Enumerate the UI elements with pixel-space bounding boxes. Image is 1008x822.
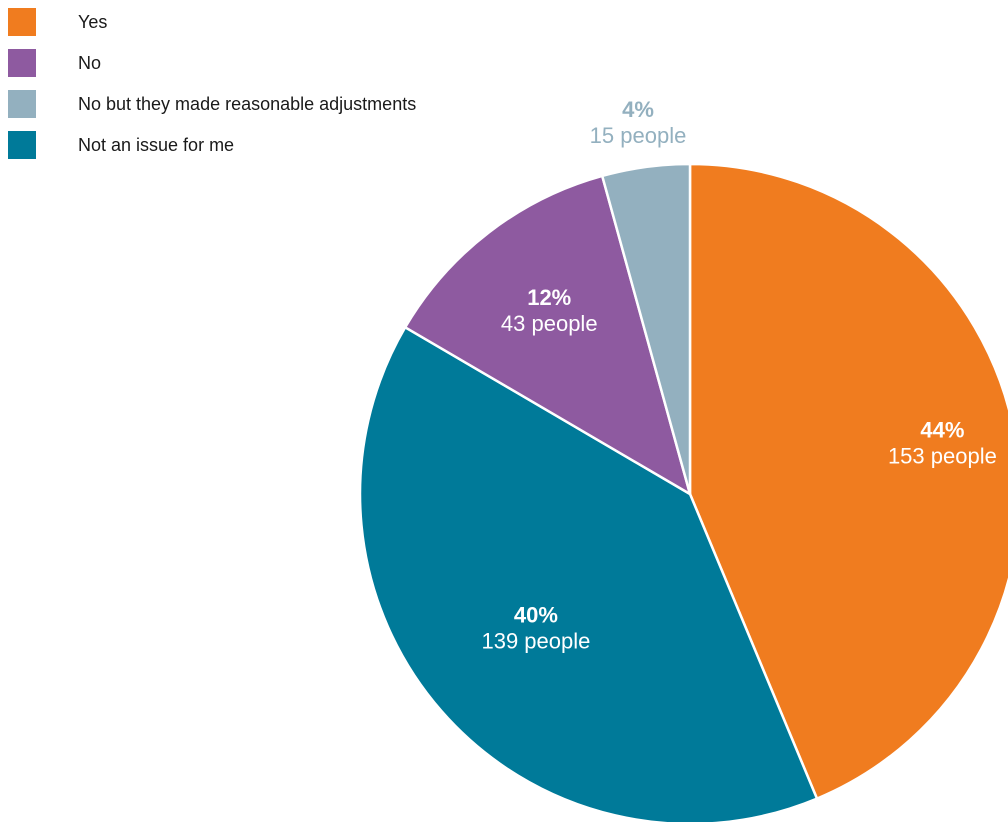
legend: Yes No No but they made reasonable adjus… <box>8 7 416 171</box>
pie-label-no: 12%43 people <box>501 285 598 336</box>
pie-count-label: 139 people <box>481 629 590 654</box>
legend-item-no: No <box>8 48 416 78</box>
pie-percent-label: 12% <box>527 285 571 310</box>
legend-label-not-an-issue: Not an issue for me <box>78 134 235 155</box>
legend-label-adjustments: No but they made reasonable adjustments <box>78 93 417 114</box>
pie-slice-not-an-issue-for-me <box>358 325 819 822</box>
legend-label-no: No <box>78 52 102 73</box>
legend-item-yes: Yes <box>8 7 416 37</box>
pie-percent-label: 40% <box>514 603 558 628</box>
pie-percent-label: 44% <box>920 418 964 443</box>
pie-percent-label: 4% <box>622 97 654 122</box>
pie-slice-no <box>403 174 693 497</box>
pie-slice-yes <box>688 162 1008 801</box>
pie-count-label: 15 people <box>590 123 687 148</box>
legend-item-not-an-issue: Not an issue for me <box>8 130 416 160</box>
legend-swatch-no <box>8 49 36 77</box>
legend-swatch-adjustments <box>8 90 36 118</box>
pie-slice-no-but-they-made-reasonable-adjustments <box>600 162 692 495</box>
legend-item-adjustments: No but they made reasonable adjustments <box>8 89 416 119</box>
pie-label-no-but-they-made-reasonable-adjustments: 4%15 people <box>590 97 687 148</box>
legend-swatch-yes <box>8 8 36 36</box>
legend-swatch-not-an-issue <box>8 131 36 159</box>
pie-count-label: 153 people <box>888 444 997 469</box>
pie-label-yes: 44%153 people <box>888 418 997 469</box>
legend-label-yes: Yes <box>78 11 108 32</box>
pie-count-label: 43 people <box>501 311 598 336</box>
pie-label-not-an-issue-for-me: 40%139 people <box>481 603 590 654</box>
